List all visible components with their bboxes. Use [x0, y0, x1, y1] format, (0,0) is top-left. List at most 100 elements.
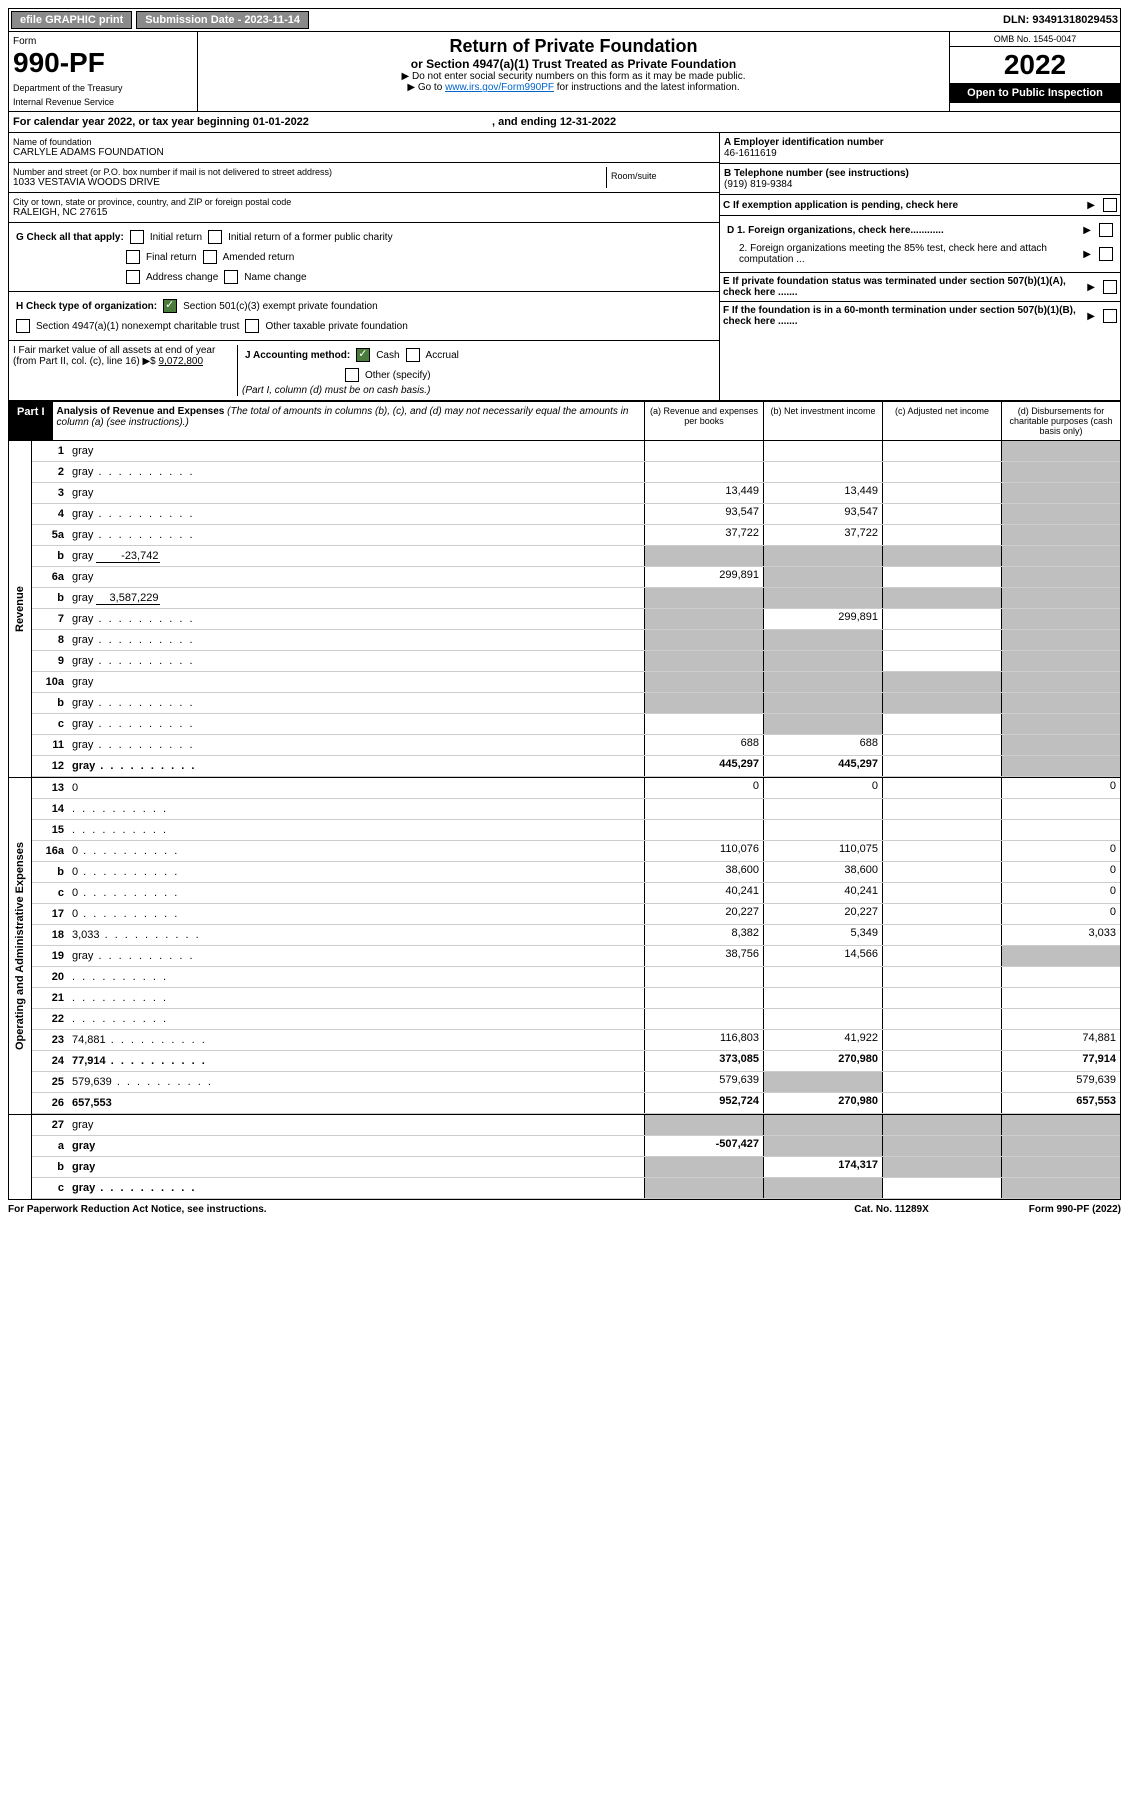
- row-desc: 579,639: [68, 1074, 644, 1090]
- table-row: agray-507,427: [32, 1136, 1120, 1157]
- b-label: B Telephone number (see instructions): [724, 168, 909, 179]
- cell-gray: [1001, 546, 1120, 566]
- j-cash-checkbox[interactable]: [356, 348, 370, 362]
- info-grid: Name of foundation CARLYLE ADAMS FOUNDAT…: [8, 133, 1121, 401]
- cell-value: [763, 967, 882, 987]
- city-label: City or town, state or province, country…: [13, 197, 715, 207]
- d1-label: D 1. Foreign organizations, check here..…: [727, 225, 944, 236]
- row-num: 5a: [32, 527, 68, 543]
- cell-value: 110,075: [763, 841, 882, 861]
- row-desc: gray: [68, 653, 644, 669]
- row-num: 13: [32, 780, 68, 796]
- name-label: Name of foundation: [13, 137, 715, 147]
- cell-value: 688: [763, 735, 882, 755]
- f-checkbox[interactable]: [1103, 309, 1117, 323]
- arrow-icon: [1083, 225, 1093, 236]
- row-desc: 0: [68, 843, 644, 859]
- sub-date: Submission Date - 2023-11-14: [136, 11, 309, 29]
- room-label: Room/suite: [607, 167, 715, 188]
- row-desc: 0: [68, 906, 644, 922]
- cell-value: 0: [1001, 778, 1120, 798]
- g-initial-former-checkbox[interactable]: [208, 230, 222, 244]
- cell-gray: [1001, 1157, 1120, 1177]
- footer-left: For Paperwork Reduction Act Notice, see …: [8, 1204, 267, 1215]
- h-501c3-checkbox[interactable]: [163, 299, 177, 313]
- arrow-icon: [1083, 249, 1093, 260]
- table-row: c040,24140,2410: [32, 883, 1120, 904]
- row-num: 27: [32, 1117, 68, 1133]
- row-desc: gray: [68, 948, 644, 964]
- row-desc: gray: [68, 716, 644, 732]
- row-desc: [68, 1011, 644, 1027]
- j-accrual-checkbox[interactable]: [406, 348, 420, 362]
- table-row: 7gray299,891: [32, 609, 1120, 630]
- part1-badge: Part I: [9, 402, 53, 440]
- cell-gray: [763, 588, 882, 608]
- cell-value: [882, 567, 1001, 587]
- cell-value: 0: [1001, 862, 1120, 882]
- row-desc: [68, 822, 644, 838]
- fmv-value: 9,072,800: [159, 356, 204, 367]
- c-checkbox[interactable]: [1103, 198, 1117, 212]
- table-row: b038,60038,6000: [32, 862, 1120, 883]
- cell-gray: [1001, 630, 1120, 650]
- cell-gray: [644, 546, 763, 566]
- table-row: bgray174,317: [32, 1157, 1120, 1178]
- section-h: H Check type of organization: Section 50…: [9, 292, 719, 341]
- cell-value: 270,980: [763, 1093, 882, 1113]
- d1-checkbox[interactable]: [1099, 223, 1113, 237]
- cell-gray: [644, 672, 763, 692]
- cell-value: 299,891: [763, 609, 882, 629]
- cell-value: 13,449: [763, 483, 882, 503]
- cell-value: 657,553: [1001, 1093, 1120, 1113]
- addr-label: Number and street (or P.O. box number if…: [13, 167, 606, 177]
- table-row: 4gray93,54793,547: [32, 504, 1120, 525]
- h-other-checkbox[interactable]: [245, 319, 259, 333]
- footer-cat: Cat. No. 11289X: [854, 1204, 928, 1215]
- cell-value: 445,297: [763, 756, 882, 776]
- g-address-checkbox[interactable]: [126, 270, 140, 284]
- cell-value: [882, 946, 1001, 966]
- cell-value: [882, 1009, 1001, 1029]
- table-row: bgray -23,742: [32, 546, 1120, 567]
- row-desc: 74,881: [68, 1032, 644, 1048]
- e-checkbox[interactable]: [1103, 280, 1117, 294]
- h-4947-checkbox[interactable]: [16, 319, 30, 333]
- table-row: 12gray445,297445,297: [32, 756, 1120, 777]
- cell-value: [882, 988, 1001, 1008]
- cell-value: [882, 483, 1001, 503]
- g-final-checkbox[interactable]: [126, 250, 140, 264]
- cell-gray: [1001, 609, 1120, 629]
- g-initial-checkbox[interactable]: [130, 230, 144, 244]
- col-c-hdr: (c) Adjusted net income: [882, 402, 1001, 440]
- cell-value: [763, 462, 882, 482]
- row-desc: 3,033: [68, 927, 644, 943]
- row-desc: gray: [68, 737, 644, 753]
- cell-gray: [1001, 651, 1120, 671]
- cell-gray: [1001, 672, 1120, 692]
- row-num: 7: [32, 611, 68, 627]
- g-amended-checkbox[interactable]: [203, 250, 217, 264]
- d2-checkbox[interactable]: [1099, 247, 1113, 261]
- cell-gray: [1001, 1136, 1120, 1156]
- cell-value: 174,317: [763, 1157, 882, 1177]
- cell-value: 38,756: [644, 946, 763, 966]
- j-other-checkbox[interactable]: [345, 368, 359, 382]
- row-desc: gray: [68, 464, 644, 480]
- row-num: 2: [32, 464, 68, 480]
- cell-value: [1001, 799, 1120, 819]
- efile-btn[interactable]: efile GRAPHIC print: [11, 11, 132, 29]
- table-row: 11gray688688: [32, 735, 1120, 756]
- cell-value: [644, 988, 763, 1008]
- cell-gray: [1001, 756, 1120, 776]
- cell-gray: [763, 651, 882, 671]
- row-desc: gray: [68, 1159, 644, 1175]
- irs-link[interactable]: www.irs.gov/Form990PF: [445, 82, 554, 93]
- table-row: 27gray: [32, 1115, 1120, 1136]
- row-desc: gray: [68, 674, 644, 690]
- a-label: A Employer identification number: [724, 137, 884, 148]
- ein: 46-1611619: [724, 148, 1116, 159]
- table-row: 25579,639579,639579,639: [32, 1072, 1120, 1093]
- g-name-checkbox[interactable]: [224, 270, 238, 284]
- cell-gray: [644, 588, 763, 608]
